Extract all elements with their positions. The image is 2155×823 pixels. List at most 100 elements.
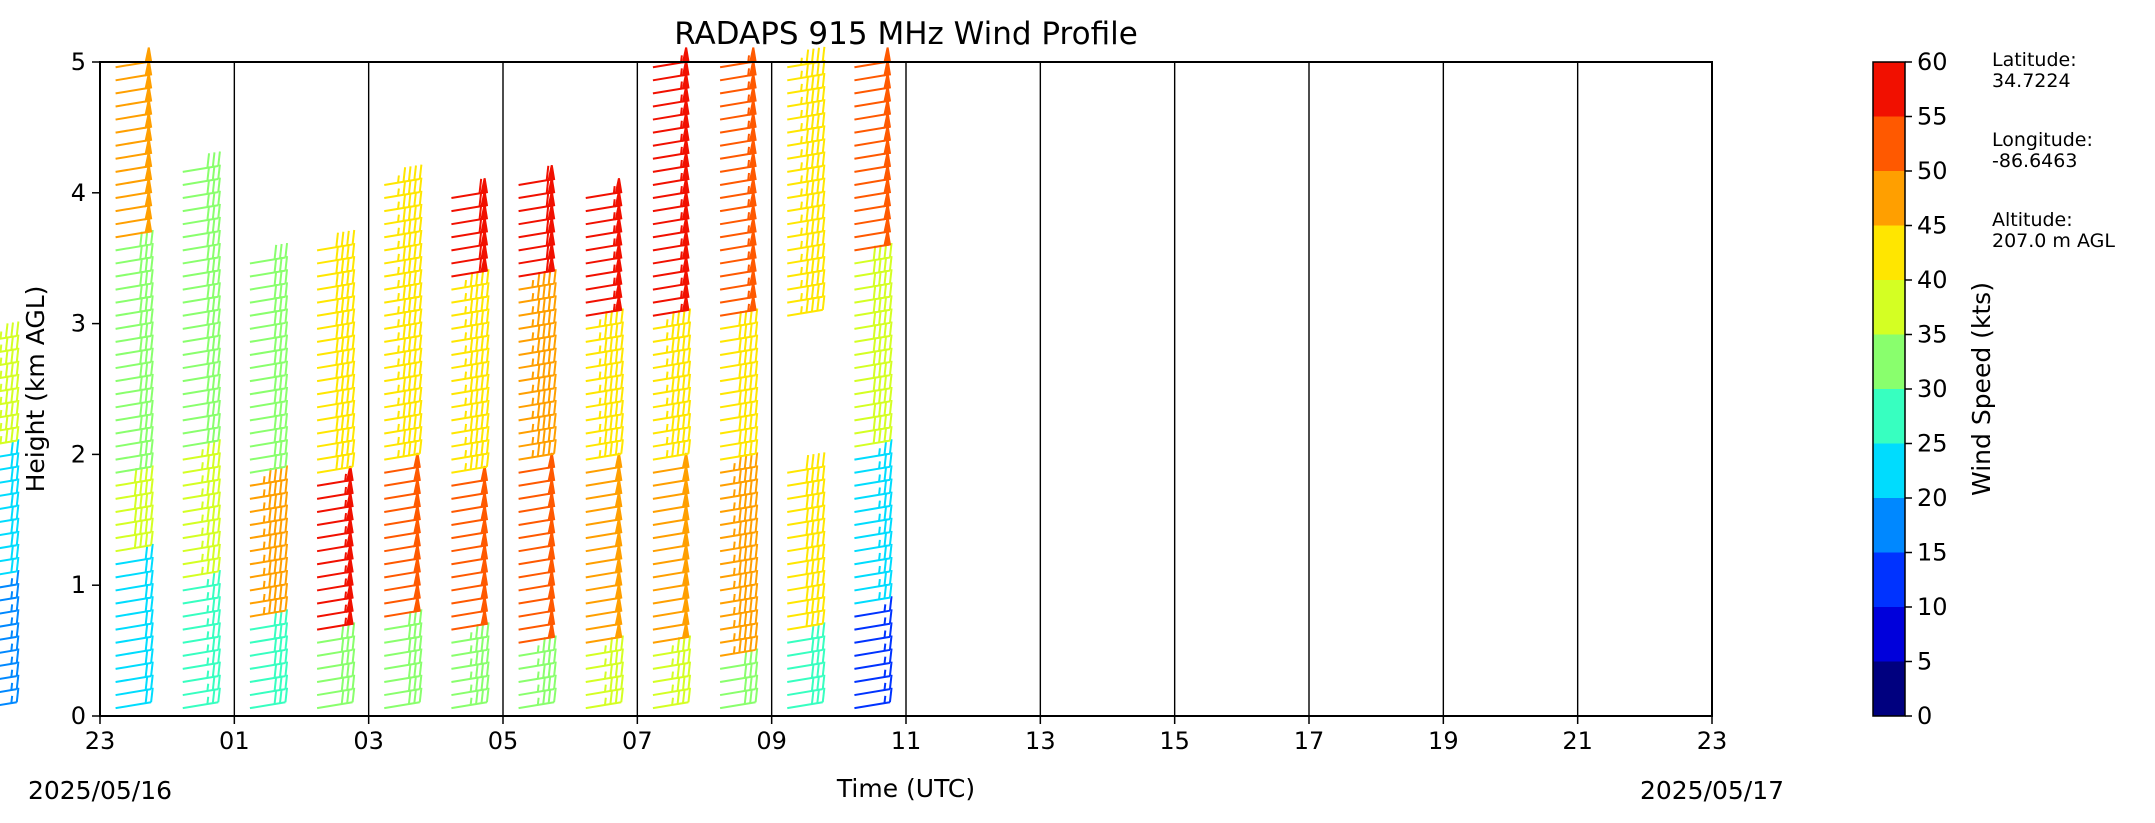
wind-barb <box>719 386 759 409</box>
barb-full-flag <box>480 440 485 455</box>
barb-pennant <box>614 609 623 626</box>
barb-pennant <box>883 99 892 116</box>
wind-barb <box>115 308 154 330</box>
barb-half-flag <box>680 199 683 207</box>
barb-full-flag <box>407 624 412 639</box>
barb-pennant <box>144 73 153 90</box>
barb-full-flag <box>743 532 748 548</box>
barb-full-flag <box>816 126 820 141</box>
barb-half-flag <box>680 186 683 194</box>
barb-full-flag <box>217 203 221 219</box>
barb-full-flag <box>407 257 412 273</box>
barb-full-flag <box>671 389 675 405</box>
barb-shaft <box>719 361 756 370</box>
wind-barb <box>719 60 757 82</box>
wind-barb <box>719 191 757 213</box>
barb-full-flag <box>139 270 143 286</box>
barb-shaft <box>585 675 622 683</box>
barb-full-flag <box>754 491 759 507</box>
wind-barb <box>652 544 690 566</box>
barb-full-flag <box>810 218 815 234</box>
barb-half-flag <box>800 306 803 314</box>
barb-full-flag <box>805 585 810 601</box>
barb-full-flag <box>805 468 810 483</box>
x-tick-label: 13 <box>1025 727 1056 755</box>
barb-full-flag <box>754 609 759 624</box>
barb-shaft <box>854 426 891 435</box>
barb-full-flag <box>144 610 149 625</box>
barb-full-flag <box>614 426 619 442</box>
barb-full-flag <box>4 323 9 338</box>
barb-full-flag <box>340 349 345 365</box>
barb-full-flag <box>816 99 820 115</box>
barb-pennant <box>883 217 892 234</box>
barb-full-flag <box>547 675 552 691</box>
wind-barb <box>518 452 556 474</box>
barb-full-flag <box>676 637 681 652</box>
wind-barb <box>115 165 153 186</box>
barb-full-flag <box>217 308 221 324</box>
barb-half-flag <box>612 186 616 194</box>
barb-shaft <box>249 439 286 448</box>
barb-full-flag <box>883 400 888 416</box>
barb-full-flag <box>816 649 820 665</box>
barb-shaft <box>719 701 756 710</box>
barb-full-flag <box>738 624 742 640</box>
barb-full-flag <box>743 323 748 338</box>
barb-full-flag <box>754 622 759 637</box>
barb-pennant <box>681 492 690 509</box>
barb-full-flag <box>340 283 345 299</box>
wind-barb <box>719 86 757 108</box>
colorbar-segment <box>1873 171 1905 226</box>
barb-full-flag <box>206 349 211 365</box>
barb-shaft <box>451 635 488 644</box>
barb-full-flag <box>816 544 820 560</box>
barb-half-flag <box>732 463 736 471</box>
wind-barb <box>451 230 489 252</box>
barb-full-flag <box>15 661 20 677</box>
barb-full-flag <box>545 244 550 259</box>
wind-barb <box>384 269 423 291</box>
barb-full-flag <box>816 86 820 102</box>
barb-shaft <box>316 243 353 252</box>
barb-full-flag <box>139 244 143 260</box>
barb-full-flag <box>749 361 753 377</box>
barb-full-flag <box>10 361 14 377</box>
barb-full-flag <box>883 570 888 586</box>
barb-full-flag <box>743 388 748 404</box>
barb-full-flag <box>418 439 423 454</box>
wind-barb <box>719 517 759 540</box>
barb-full-flag <box>144 675 149 691</box>
barb-full-flag <box>805 180 810 195</box>
barb-full-flag <box>10 557 14 573</box>
barb-pennant <box>681 99 690 116</box>
latitude-block: Latitude: 34.7224 <box>1992 50 2115 92</box>
barb-full-flag <box>743 597 748 613</box>
barb-full-flag <box>738 559 742 575</box>
barb-full-flag <box>402 311 407 326</box>
barb-half-flag <box>200 449 204 457</box>
barb-pennant <box>748 138 757 156</box>
barb-half-flag <box>344 539 348 547</box>
barb-full-flag <box>413 204 417 220</box>
wind-barb <box>115 217 153 239</box>
wind-barb <box>585 478 623 500</box>
barb-half-flag <box>603 658 607 666</box>
barb-shaft <box>0 439 17 445</box>
barb-full-flag <box>217 256 221 271</box>
barb-half-flag <box>262 554 266 563</box>
barb-full-flag <box>542 689 546 705</box>
barb-full-flag <box>346 623 350 638</box>
barb-full-flag <box>335 376 339 392</box>
wind-barb <box>719 583 759 605</box>
barb-full-flag <box>15 373 20 389</box>
barb-full-flag <box>418 295 423 310</box>
wind-barb <box>585 204 623 226</box>
barb-pennant <box>614 178 623 195</box>
barb-full-flag <box>743 689 748 705</box>
barb-full-flag <box>743 506 748 522</box>
wind-barb <box>451 492 489 513</box>
barb-full-flag <box>609 650 614 665</box>
barb-full-flag <box>888 308 893 324</box>
barb-full-flag <box>469 324 474 339</box>
